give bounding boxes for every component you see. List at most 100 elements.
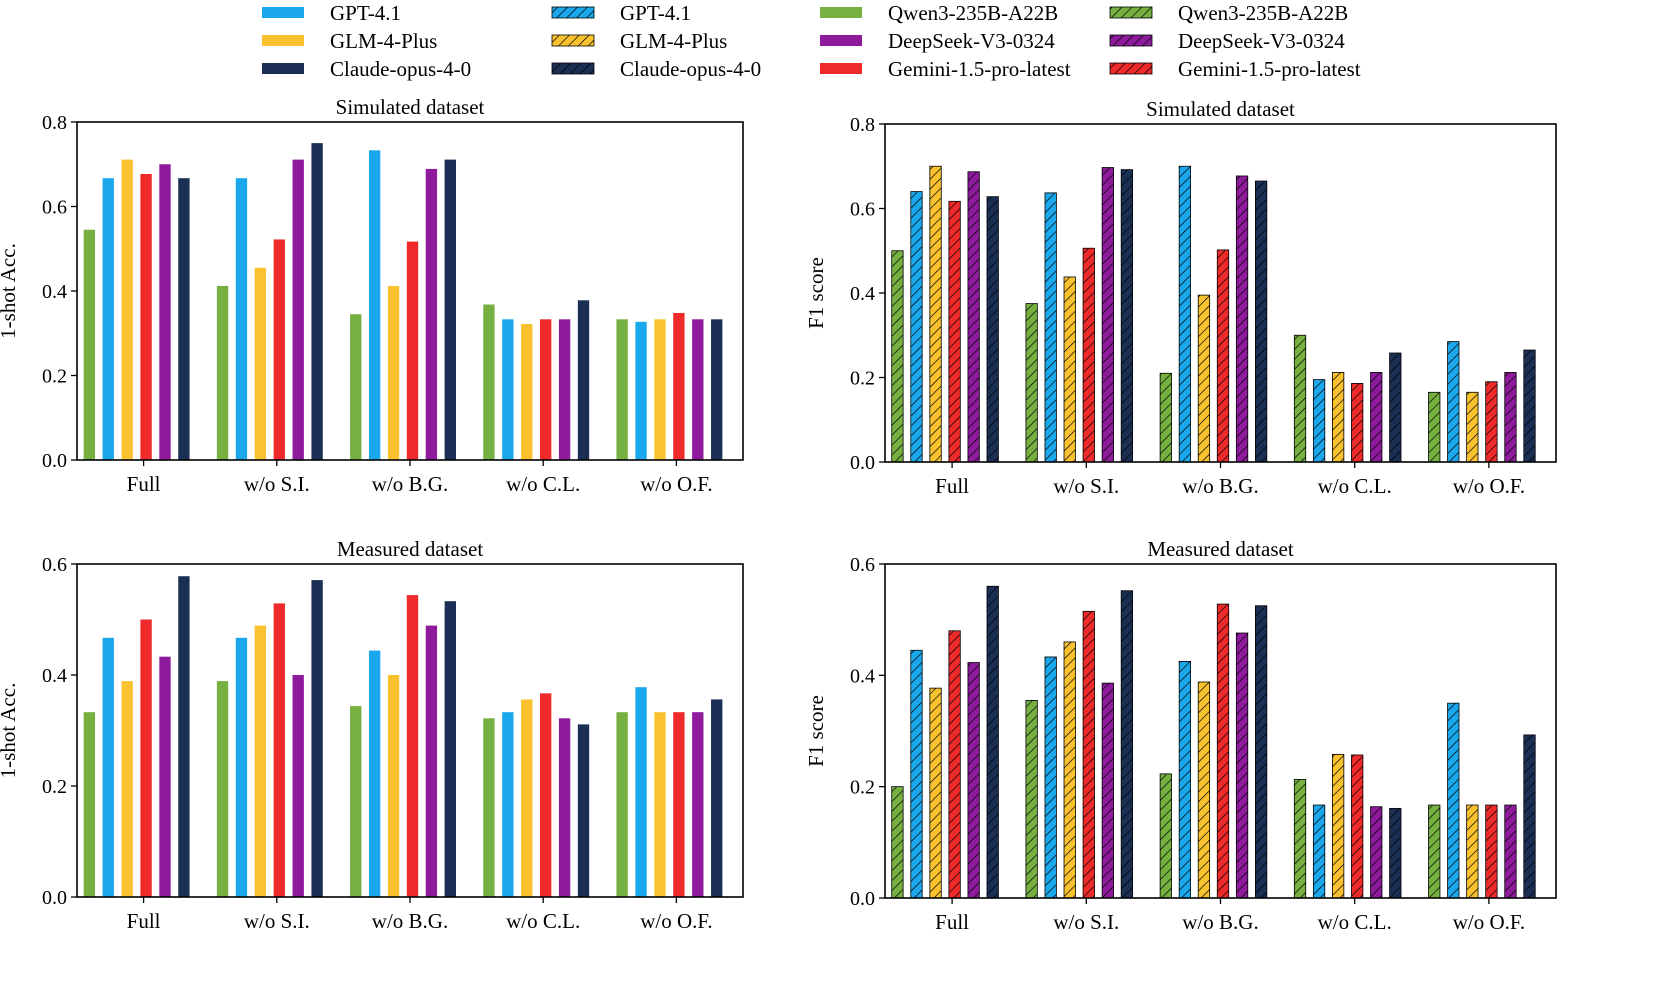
bar-gpt-4-1-w-o-c-l [502,712,514,897]
bar-glm-4-plus-w-o-c-l [521,699,533,897]
legend-swatch [262,63,304,74]
y-tick-label: 0.2 [42,366,67,388]
bar-qwen3-235b-a22b-w-o-s-i [1025,303,1038,463]
x-tick-label: w/o C.L. [1318,910,1392,934]
x-tick-label: Full [935,910,969,934]
bar-gemini-1-5-pro-latest-w-o-o-f [1485,804,1498,899]
bar-glm-4-plus-w-o-s-i [1063,276,1076,463]
plot-frame [76,121,744,461]
chart-panel-4: Measured dataset F1 score 0.0 0.2 0.4 0.6 Full… [804,537,1557,934]
bar-glm-4-plus-full [929,687,942,899]
legend-item-hatched-gemini-1-5-pro-latest: Gemini-1.5-pro-latest [1109,57,1361,81]
x-tick-label: w/o O.F. [640,909,712,933]
legend-swatch [551,34,595,47]
bar-glm-4-plus-full [929,165,942,463]
legend-label: GPT-4.1 [620,1,691,25]
bar-gemini-1-5-pro-latest-w-o-c-l [540,319,552,460]
legend-swatch [1109,34,1153,47]
bar-gpt-4-1-w-o-s-i [1044,192,1057,463]
y-tick-label: 0.0 [850,452,875,474]
bar-claude-opus-4-0-full [178,178,190,460]
x-tick-label: Full [127,909,161,933]
bar-claude-opus-4-0-w-o-b-g [1254,605,1268,899]
plot-frame [884,563,1557,899]
bar-deepseek-v3-0324-w-o-b-g [425,625,438,897]
bar-gpt-4-1-w-o-s-i [235,178,248,460]
bar-claude-opus-4-0-w-o-o-f [711,319,723,460]
bar-qwen3-235b-a22b-w-o-s-i [216,681,229,897]
bar-gpt-4-1-w-o-c-l [1312,379,1326,463]
legend-swatch [551,6,595,19]
bar-gemini-1-5-pro-latest-w-o-b-g [1216,603,1230,899]
bar-claude-opus-4-0-w-o-s-i [1120,590,1134,899]
bar-claude-opus-4-0-w-o-o-f [1523,734,1536,899]
x-tick-label: w/o B.G. [1182,474,1258,498]
bar-gpt-4-1-w-o-b-g [368,150,381,460]
y-tick-label: 0.0 [42,887,67,909]
y-tick-label: 0.8 [850,114,875,136]
legend-swatch [262,35,304,46]
chart-panel-3: Measured dataset 1-shot Acc. 0.0 0.2 0.4 0.6 F… [0,537,744,933]
bar-gpt-4-1-w-o-b-g [1178,165,1192,463]
chart-title: Measured dataset [1147,537,1294,561]
legend-swatch [820,63,862,74]
bar-qwen3-235b-a22b-w-o-c-l [483,304,495,460]
bar-deepseek-v3-0324-w-o-o-f [1504,372,1517,463]
bar-claude-opus-4-0-w-o-b-g [444,601,456,897]
bar-gpt-4-1-w-o-s-i [1044,656,1057,899]
y-tick-label: 0.4 [42,281,67,303]
bar-glm-4-plus-w-o-c-l [1332,753,1345,899]
bar-gemini-1-5-pro-latest-w-o-c-l [1351,383,1364,463]
bar-gpt-4-1-w-o-b-g [1178,661,1192,899]
bar-claude-opus-4-0-w-o-s-i [1120,169,1134,463]
bar-deepseek-v3-0324-full [967,171,980,463]
bar-deepseek-v3-0324-w-o-c-l [558,718,571,897]
bar-glm-4-plus-full [121,159,133,461]
y-tick-label: 0.4 [42,665,67,687]
bar-glm-4-plus-full [121,681,133,897]
x-tick-label: w/o O.F. [1453,910,1525,934]
bar-qwen3-235b-a22b-w-o-b-g [350,706,362,897]
bar-deepseek-v3-0324-w-o-s-i [292,159,304,461]
bar-gemini-1-5-pro-latest-w-o-b-g [1216,249,1230,463]
bar-gemini-1-5-pro-latest-full [948,200,961,463]
bar-gpt-4-1-w-o-c-l [502,319,514,460]
bar-claude-opus-4-0-w-o-b-g [1254,180,1268,463]
x-tick-label: Full [127,472,161,496]
bar-claude-opus-4-0-w-o-c-l [577,724,590,897]
x-tick-label: w/o S.I. [1053,910,1119,934]
legend-swatch [1109,62,1153,75]
bar-gemini-1-5-pro-latest-full [140,173,152,460]
legend-label: Gemini-1.5-pro-latest [1178,57,1361,81]
bar-qwen3-235b-a22b-w-o-b-g [1159,372,1172,463]
legend-item-hatched-gpt-4-1: GPT-4.1 [551,1,691,25]
bar-gpt-4-1-full [910,191,923,463]
y-tick-label: 0.8 [42,112,67,134]
bar-gemini-1-5-pro-latest-w-o-s-i [273,603,285,897]
legend-label: Claude-opus-4-0 [620,57,761,81]
bar-claude-opus-4-0-w-o-o-f [1523,349,1536,463]
legend-item-hatched-qwen3-235b-a22b: Qwen3-235B-A22B [1109,1,1348,25]
bar-glm-4-plus-w-o-b-g [387,285,400,460]
bar-glm-4-plus-w-o-o-f [1466,804,1479,899]
y-axis-label: 1-shot Acc. [0,683,20,779]
bar-gemini-1-5-pro-latest-w-o-o-f [673,312,685,460]
bar-gpt-4-1-w-o-c-l [1312,804,1326,899]
bar-claude-opus-4-0-w-o-s-i [311,143,323,460]
y-tick-label: 0.0 [42,450,67,472]
bar-gemini-1-5-pro-latest-w-o-s-i [1082,610,1095,899]
bar-claude-opus-4-0-w-o-c-l [577,300,590,460]
chart-panel-1: Simulated dataset 1-shot Acc. 0.0 0.2 0.4 0.6… [0,95,744,496]
legend-swatch [262,7,304,18]
legend-item-hatched-glm-4-plus: GLM-4-Plus [551,29,727,53]
bar-deepseek-v3-0324-full [967,662,980,899]
bar-gemini-1-5-pro-latest-full [948,630,961,899]
bar-glm-4-plus-w-o-c-l [521,323,533,460]
chart-title: Simulated dataset [1146,97,1295,121]
x-tick-label: w/o C.L. [1318,474,1392,498]
y-tick-label: 0.4 [850,283,875,305]
legend-item-solid-deepseek-v3-0324: DeepSeek-V3-0324 [820,29,1055,53]
legend-item-hatched-deepseek-v3-0324: DeepSeek-V3-0324 [1109,29,1345,53]
bar-qwen3-235b-a22b-w-o-o-f [616,712,628,897]
legend-label: Claude-opus-4-0 [330,57,471,81]
